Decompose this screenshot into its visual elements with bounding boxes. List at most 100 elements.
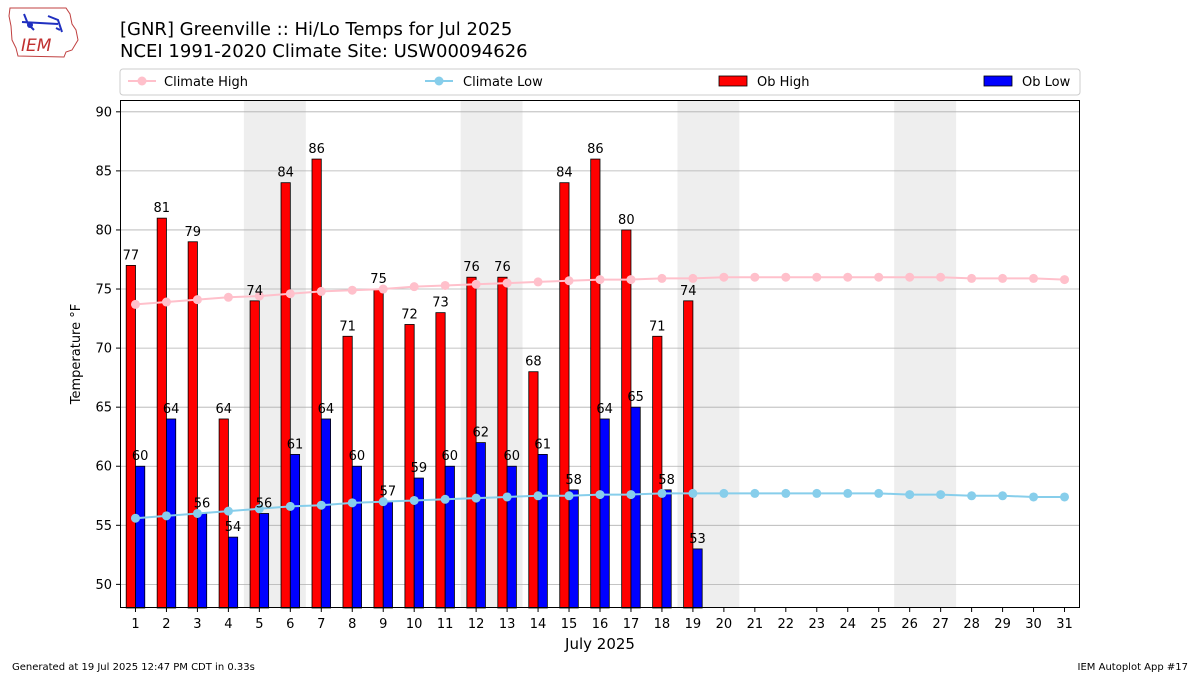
ob-low-bar	[227, 536, 239, 609]
ob-high-label: 73	[432, 296, 449, 311]
y-tick-label: 85	[95, 164, 112, 179]
y-tick-label: 50	[95, 578, 112, 593]
ob-low-label: 60	[349, 449, 366, 464]
x-tick-label: 31	[1056, 617, 1073, 632]
climate-low-point	[812, 488, 822, 498]
climate-high-point	[254, 291, 264, 301]
x-tick-label: 4	[224, 617, 232, 632]
ob-low-label: 61	[534, 437, 551, 452]
plot-frame	[120, 100, 1080, 608]
y-tick-label: 60	[95, 460, 112, 475]
bars	[125, 158, 703, 609]
ob-low-label: 60	[442, 449, 459, 464]
climate-low-point	[688, 488, 698, 498]
ob-low-label: 64	[596, 402, 613, 417]
climate-high-point	[874, 272, 884, 282]
ob-high-label: 80	[618, 213, 635, 228]
ob-high-bar	[528, 371, 539, 609]
ob-low-bar	[197, 513, 208, 609]
climate-high-point	[905, 272, 915, 282]
x-tick-label: 6	[286, 617, 294, 632]
x-tick-label: 12	[468, 617, 485, 632]
bar-labels: 77 81 79 64 74 84 86 71 75 72 73 76 76 68 84 86 80 71 74 60…	[123, 142, 706, 547]
climate-high-point	[1029, 273, 1039, 283]
climate-low-point	[347, 498, 357, 508]
x-tick-label: 28	[963, 617, 980, 632]
climate-low-point	[967, 491, 977, 501]
x-tick-label: 24	[839, 617, 856, 632]
legend: Climate High Climate Low Ob High Ob Low	[119, 68, 1081, 96]
climate-high-point	[657, 273, 667, 283]
climate-high-point	[564, 276, 574, 286]
ob-low-bar	[537, 454, 548, 609]
ob-high-bar	[497, 276, 508, 609]
ob-high-bar	[125, 264, 136, 609]
ob-high-label: 75	[370, 272, 387, 287]
ob-low-label: 65	[627, 390, 644, 405]
climate-high-point	[409, 282, 419, 292]
ob-low-bar	[506, 465, 517, 609]
climate-low-point	[936, 490, 946, 500]
ob-high-label: 71	[339, 319, 356, 334]
ob-high-label: 74	[246, 284, 263, 299]
x-tick-label: 19	[685, 617, 702, 632]
climate-high-point	[285, 289, 295, 299]
climate-high-point	[936, 272, 946, 282]
climate-high-point	[533, 277, 543, 287]
climate-low-point	[192, 508, 202, 518]
climate-high-point	[595, 275, 605, 285]
ob-high-label: 76	[494, 260, 511, 275]
ob-high-label: 72	[401, 307, 418, 322]
climate-low-point	[874, 488, 884, 498]
x-tick-label: 2	[162, 617, 170, 632]
ob-high-bar	[342, 335, 353, 609]
climate-low-point	[533, 491, 543, 501]
ob-low-label: 59	[411, 461, 428, 476]
ob-low-label: 61	[287, 437, 304, 452]
ob-low-bar	[599, 418, 610, 609]
ob-high-label: 84	[556, 166, 573, 181]
climate-low-point	[161, 511, 171, 521]
climate-low-point	[471, 493, 481, 503]
ob-high-label: 68	[525, 355, 542, 370]
ob-low-bar	[320, 418, 331, 609]
ob-low-label: 57	[380, 485, 397, 500]
weekend-band	[894, 100, 957, 608]
climate-low-point	[843, 488, 853, 498]
ob-low-bar	[661, 489, 672, 609]
y-tick-label: 65	[95, 401, 112, 416]
ob-low-bar	[444, 465, 455, 609]
legend-label: Climate High	[164, 75, 248, 90]
legend-label: Climate Low	[463, 75, 543, 90]
climate-high-point	[750, 272, 760, 282]
ob-low-label: 56	[256, 496, 273, 511]
ob-low-label: 58	[658, 473, 675, 488]
climate-high-point	[440, 280, 450, 290]
climate-high-point	[471, 279, 481, 289]
ob-high-label: 84	[277, 166, 294, 181]
x-tick-label: 11	[437, 617, 454, 632]
climate-low-point	[781, 488, 791, 498]
climate-high-point	[719, 272, 729, 282]
climate-low-point	[254, 504, 264, 514]
climate-low-point	[657, 488, 667, 498]
logo-text: IEM	[21, 36, 52, 56]
climate-low-point	[564, 491, 574, 501]
climate-low-point	[316, 500, 326, 510]
x-tick-label: 1	[131, 617, 139, 632]
ob-high-bar	[621, 229, 632, 609]
ob-high-bar	[280, 182, 291, 609]
y-tick-label: 90	[95, 105, 112, 120]
ob-low-bar	[135, 465, 146, 609]
climate-high-point	[812, 272, 822, 282]
ob-low-bar	[382, 501, 393, 609]
x-tick-label: 17	[623, 617, 640, 632]
climate-lines	[130, 272, 1070, 523]
legend-item-climate-low: Climate Low	[425, 75, 543, 90]
x-tick-label: 26	[901, 617, 918, 632]
climate-low-point	[905, 490, 915, 500]
ob-low-label: 53	[689, 532, 706, 547]
climate-low-point	[223, 506, 233, 516]
climate-low-point	[285, 501, 295, 511]
chart-title: [GNR] Greenville :: Hi/Lo Temps for Jul …	[120, 19, 512, 40]
